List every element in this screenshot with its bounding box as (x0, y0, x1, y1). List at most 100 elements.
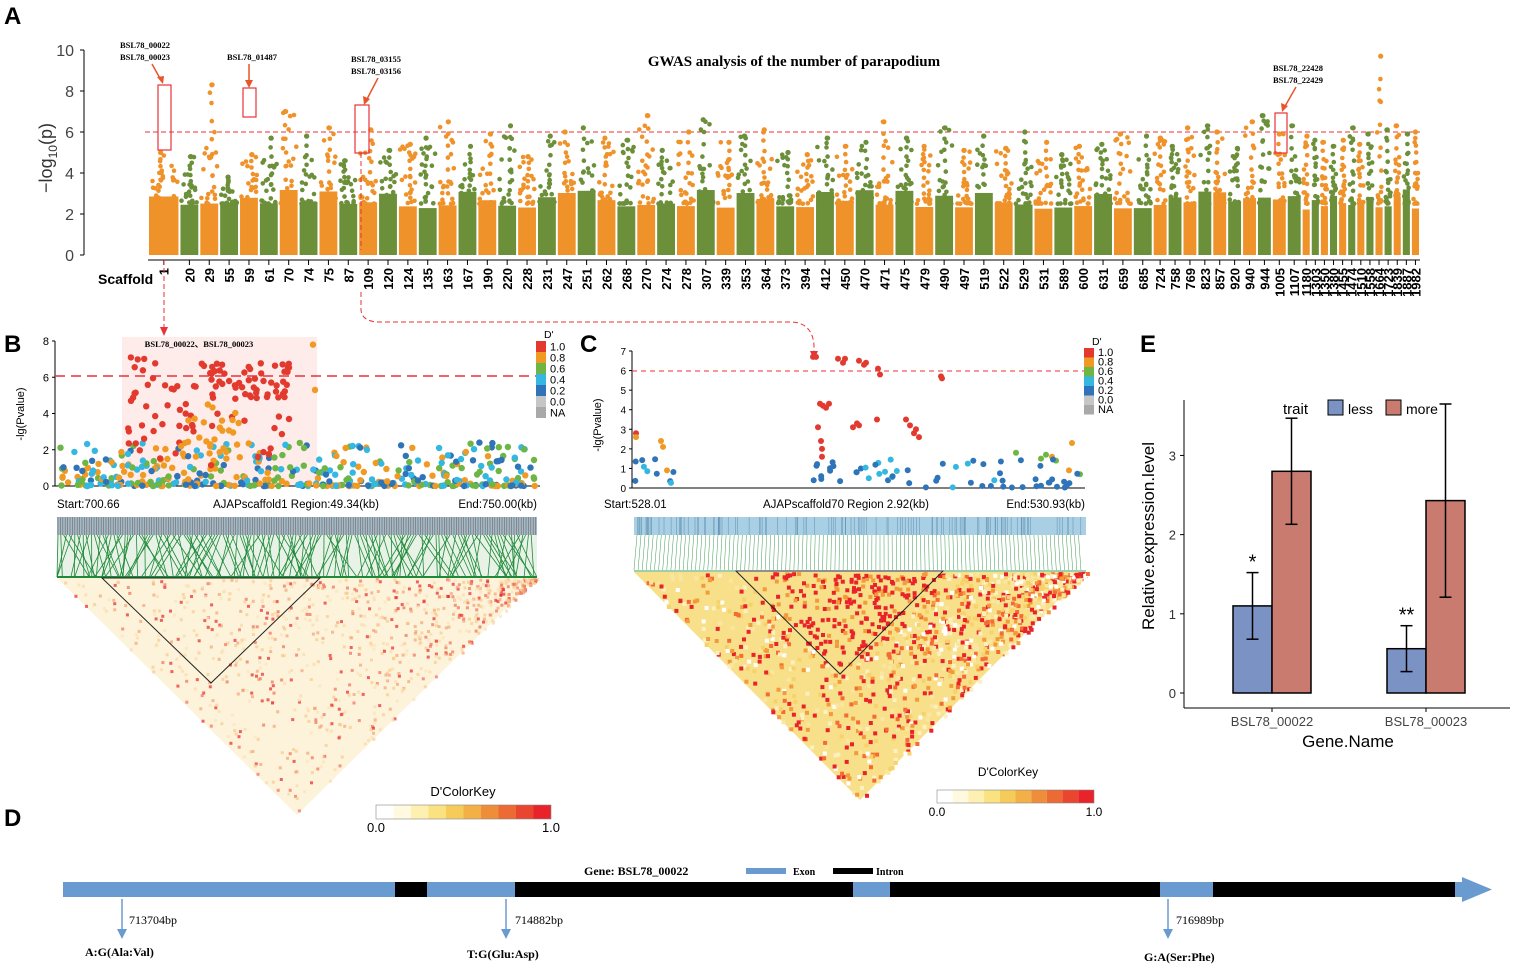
snp-point-high-ld (283, 381, 290, 388)
ld-cell (297, 626, 301, 630)
ld-cell (864, 697, 869, 702)
manhattan-point (997, 201, 1003, 206)
ld-cell (382, 642, 385, 645)
manhattan-point (646, 126, 651, 131)
snp-point (444, 452, 452, 459)
ld-cell (404, 652, 408, 656)
snp-point (457, 455, 465, 463)
snp-point-high-ld (863, 359, 869, 366)
ld-cell (486, 588, 490, 592)
manhattan-point (948, 201, 954, 206)
ld-cell (116, 580, 120, 584)
ld-cell (495, 609, 498, 613)
manhattan-scaffold-412 (815, 135, 836, 255)
snp-point-high-ld (813, 353, 819, 360)
manhattan-point (1107, 176, 1113, 182)
ld-cell (400, 689, 404, 693)
manhattan-point (211, 184, 217, 190)
ld-cell (904, 636, 909, 641)
ld-cell (372, 647, 376, 651)
snp-point (316, 456, 323, 463)
manhattan-point (1350, 147, 1355, 153)
manhattan-point (1374, 130, 1380, 135)
snp-point (904, 467, 911, 474)
manhattan-point (1405, 151, 1410, 157)
manhattan-point (646, 201, 651, 206)
manhattan-point (1330, 179, 1336, 185)
snp-point (997, 470, 1003, 477)
manhattan-point (1125, 135, 1130, 140)
snp-point-high-ld (216, 378, 223, 385)
ld-cell (377, 623, 381, 627)
ld-cell (479, 591, 482, 594)
manhattan-point (522, 176, 527, 181)
manhattan-point (660, 169, 666, 175)
manhattan-point (962, 148, 967, 153)
snp-point (829, 459, 836, 466)
manhattan-band (518, 207, 536, 255)
manhattan-point (903, 186, 908, 192)
manhattan-point (898, 182, 904, 188)
manhattan-point (708, 201, 714, 206)
snp-track-link (447, 534, 456, 578)
snp-track-link (736, 534, 739, 571)
ld-cell (788, 667, 793, 672)
manhattan-point (1198, 152, 1203, 158)
manhattan-point (651, 196, 656, 202)
snp-track-link (444, 534, 467, 578)
snp-point (423, 461, 431, 468)
manhattan-point (1066, 188, 1071, 193)
manhattan-point (192, 187, 198, 193)
manhattan-point (631, 144, 636, 150)
manhattan-point (1248, 155, 1254, 160)
manhattan-point (1412, 160, 1418, 166)
manhattan-band (1384, 206, 1392, 255)
snp-point (218, 417, 226, 424)
manhattan-x-tick-label: 87 (341, 268, 356, 282)
snp-point (225, 481, 232, 489)
manhattan-point (836, 173, 842, 179)
manhattan-point (283, 163, 289, 169)
snp-point (980, 461, 987, 468)
manhattan-point (726, 165, 731, 171)
snp-point (73, 464, 80, 471)
snp-point (503, 476, 510, 483)
manhattan-point (1084, 166, 1090, 171)
manhattan-point (847, 179, 853, 184)
snp-point (670, 469, 677, 475)
manhattan-scaffold-74 (299, 133, 318, 255)
snp-track-link (94, 534, 107, 578)
snp-track-link (302, 534, 316, 578)
manhattan-point (1356, 197, 1362, 203)
manhattan-point (1043, 200, 1048, 206)
ld-cell (431, 623, 435, 627)
manhattan-point (507, 179, 513, 185)
ld-cell (294, 749, 298, 753)
manhattan-point (1161, 169, 1167, 175)
manhattan-point (624, 160, 629, 165)
snp-point (395, 467, 402, 474)
manhattan-x-tick-label: 270 (639, 268, 654, 290)
manhattan-point (437, 201, 443, 206)
snp-point-high-ld (164, 402, 171, 409)
snp-track-link (920, 534, 922, 571)
manhattan-point (656, 181, 661, 187)
ld-cell (337, 736, 341, 740)
ld-cell (386, 679, 390, 683)
manhattan-point (569, 181, 574, 187)
ld-cell (494, 596, 498, 600)
snp-track-link (70, 534, 81, 578)
snp-track-link (960, 534, 963, 571)
ld-cell (444, 594, 448, 598)
snp-point (1038, 482, 1044, 489)
ld-cell (219, 624, 223, 628)
snp-track-link (304, 534, 319, 578)
manhattan-point (869, 195, 875, 200)
manhattan-point (1136, 198, 1142, 203)
ld-cell (401, 590, 405, 594)
panel-label-e: E (1140, 331, 1156, 358)
snp-track-link (695, 534, 699, 571)
ld-cell (427, 630, 430, 633)
ld-cell (112, 598, 116, 602)
manhattan-scaffold-1180 (1301, 133, 1310, 255)
